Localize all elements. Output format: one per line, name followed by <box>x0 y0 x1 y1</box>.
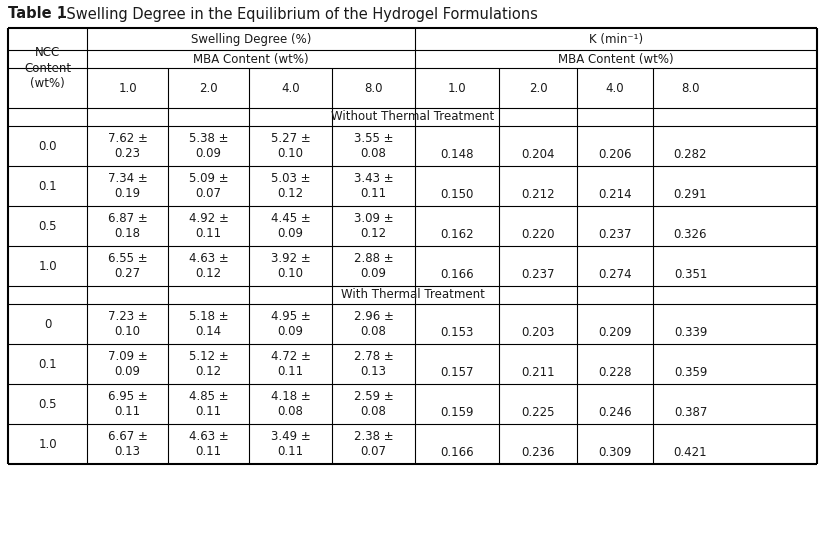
Text: 0.1: 0.1 <box>38 180 57 192</box>
Text: 0.236: 0.236 <box>521 446 554 459</box>
Text: 0.225: 0.225 <box>521 406 554 419</box>
Text: 0.237: 0.237 <box>598 228 632 241</box>
Text: 5.27 ±
0.10: 5.27 ± 0.10 <box>271 132 310 160</box>
Text: 0.351: 0.351 <box>674 268 707 281</box>
Text: 0.220: 0.220 <box>521 228 554 241</box>
Text: 1.0: 1.0 <box>38 438 57 450</box>
Text: 0.214: 0.214 <box>598 188 632 201</box>
Text: 0.157: 0.157 <box>441 366 474 379</box>
Text: 4.45 ±
0.09: 4.45 ± 0.09 <box>271 212 310 240</box>
Text: 7.09 ±
0.09: 7.09 ± 0.09 <box>107 350 148 378</box>
Text: Swelling Degree (%): Swelling Degree (%) <box>191 33 311 45</box>
Text: 4.63 ±
0.12: 4.63 ± 0.12 <box>189 252 229 280</box>
Text: NCC
Content
(wt%): NCC Content (wt%) <box>24 46 71 90</box>
Text: 0.162: 0.162 <box>441 228 474 241</box>
Text: 4.85 ±
0.11: 4.85 ± 0.11 <box>189 390 229 418</box>
Text: 4.92 ±
0.11: 4.92 ± 0.11 <box>189 212 229 240</box>
Text: 0.421: 0.421 <box>674 446 707 459</box>
Text: 4.0: 4.0 <box>606 82 625 94</box>
Text: 8.0: 8.0 <box>365 82 383 94</box>
Text: With Thermal Treatment: With Thermal Treatment <box>341 288 484 302</box>
Text: . Swelling Degree in the Equilibrium of the Hydrogel Formulations: . Swelling Degree in the Equilibrium of … <box>57 6 538 21</box>
Text: 0.282: 0.282 <box>674 148 707 161</box>
Text: 0.359: 0.359 <box>674 366 707 379</box>
Text: 0.309: 0.309 <box>598 446 632 459</box>
Text: 5.09 ±
0.07: 5.09 ± 0.07 <box>189 172 229 200</box>
Text: 0.274: 0.274 <box>598 268 632 281</box>
Text: 0.166: 0.166 <box>441 446 474 459</box>
Text: 1.0: 1.0 <box>118 82 137 94</box>
Text: 0.5: 0.5 <box>38 220 57 232</box>
Text: 0.166: 0.166 <box>441 268 474 281</box>
Text: 4.0: 4.0 <box>281 82 299 94</box>
Text: K (min⁻¹): K (min⁻¹) <box>589 33 643 45</box>
Text: 4.95 ±
0.09: 4.95 ± 0.09 <box>271 310 310 338</box>
Text: 2.78 ±
0.13: 2.78 ± 0.13 <box>354 350 394 378</box>
Text: 2.0: 2.0 <box>529 82 547 94</box>
Text: 2.88 ±
0.09: 2.88 ± 0.09 <box>354 252 394 280</box>
Text: 3.55 ±
0.08: 3.55 ± 0.08 <box>354 132 394 160</box>
Text: 4.18 ±
0.08: 4.18 ± 0.08 <box>271 390 310 418</box>
Text: Table 1: Table 1 <box>8 6 67 21</box>
Text: 0.339: 0.339 <box>674 326 707 340</box>
Text: 0.237: 0.237 <box>521 268 554 281</box>
Text: 1.0: 1.0 <box>38 260 57 272</box>
Text: 8.0: 8.0 <box>681 82 700 94</box>
Text: 2.0: 2.0 <box>199 82 218 94</box>
Text: 0.246: 0.246 <box>598 406 632 419</box>
Text: 0.159: 0.159 <box>441 406 474 419</box>
Text: 3.09 ±
0.12: 3.09 ± 0.12 <box>354 212 394 240</box>
Text: 2.96 ±
0.08: 2.96 ± 0.08 <box>354 310 394 338</box>
Text: 3.49 ±
0.11: 3.49 ± 0.11 <box>271 430 310 458</box>
Text: 3.92 ±
0.10: 3.92 ± 0.10 <box>271 252 310 280</box>
Text: MBA Content (wt%): MBA Content (wt%) <box>193 52 309 66</box>
Text: 6.67 ±
0.13: 6.67 ± 0.13 <box>107 430 148 458</box>
Text: 6.95 ±
0.11: 6.95 ± 0.11 <box>107 390 148 418</box>
Text: 0.326: 0.326 <box>674 228 707 241</box>
Text: 0.203: 0.203 <box>521 326 554 340</box>
Text: 3.43 ±
0.11: 3.43 ± 0.11 <box>354 172 394 200</box>
Text: 2.38 ±
0.07: 2.38 ± 0.07 <box>354 430 394 458</box>
Text: 7.23 ±
0.10: 7.23 ± 0.10 <box>107 310 148 338</box>
Text: Without Thermal Treatment: Without Thermal Treatment <box>331 110 494 124</box>
Text: 0.0: 0.0 <box>38 140 57 152</box>
Text: 6.87 ±
0.18: 6.87 ± 0.18 <box>107 212 148 240</box>
Text: 1.0: 1.0 <box>448 82 466 94</box>
Text: 4.72 ±
0.11: 4.72 ± 0.11 <box>271 350 310 378</box>
Text: MBA Content (wt%): MBA Content (wt%) <box>559 52 674 66</box>
Text: 0: 0 <box>44 318 51 330</box>
Text: 5.18 ±
0.14: 5.18 ± 0.14 <box>189 310 229 338</box>
Text: 6.55 ±
0.27: 6.55 ± 0.27 <box>108 252 148 280</box>
Text: 0.153: 0.153 <box>441 326 474 340</box>
Text: 0.228: 0.228 <box>598 366 632 379</box>
Text: 0.148: 0.148 <box>441 148 474 161</box>
Text: 5.12 ±
0.12: 5.12 ± 0.12 <box>189 350 229 378</box>
Text: 0.1: 0.1 <box>38 358 57 370</box>
Text: 0.204: 0.204 <box>521 148 554 161</box>
Text: 0.5: 0.5 <box>38 398 57 410</box>
Text: 7.62 ±
0.23: 7.62 ± 0.23 <box>107 132 148 160</box>
Text: 5.38 ±
0.09: 5.38 ± 0.09 <box>189 132 229 160</box>
Text: 4.63 ±
0.11: 4.63 ± 0.11 <box>189 430 229 458</box>
Text: 0.206: 0.206 <box>598 148 632 161</box>
Text: 7.34 ±
0.19: 7.34 ± 0.19 <box>107 172 148 200</box>
Text: 0.211: 0.211 <box>521 366 554 379</box>
Text: 0.387: 0.387 <box>674 406 707 419</box>
Text: 0.291: 0.291 <box>674 188 707 201</box>
Text: 0.150: 0.150 <box>441 188 474 201</box>
Text: 2.59 ±
0.08: 2.59 ± 0.08 <box>354 390 394 418</box>
Text: 0.209: 0.209 <box>598 326 632 340</box>
Text: 0.212: 0.212 <box>521 188 554 201</box>
Text: 5.03 ±
0.12: 5.03 ± 0.12 <box>271 172 310 200</box>
